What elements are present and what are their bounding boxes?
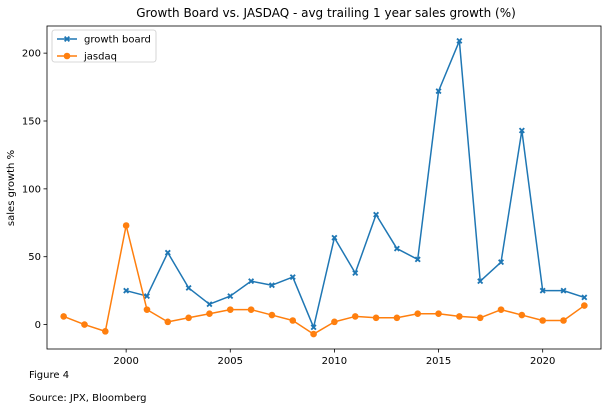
data-point <box>456 37 463 44</box>
y-tick-label: 200 <box>22 49 41 60</box>
data-point <box>164 318 172 326</box>
data-point <box>518 127 525 134</box>
y-axis-label: sales growth % <box>6 150 17 226</box>
data-point <box>226 306 234 313</box>
legend-item: growth board <box>57 35 151 46</box>
chart-title: Growth Board vs. JASDAQ - avg trailing 1… <box>136 6 516 20</box>
data-point <box>143 293 150 300</box>
x-tick-label: 2015 <box>426 356 451 367</box>
legend-marker <box>64 36 70 42</box>
data-point <box>518 311 526 319</box>
data-point <box>81 321 88 328</box>
data-point <box>393 314 401 322</box>
x-tick-label: 2010 <box>322 356 347 367</box>
source-label: Source: JPX, Bloomberg <box>29 393 147 404</box>
x-tick-label: 2000 <box>113 356 138 367</box>
data-point <box>435 88 442 95</box>
data-point <box>206 310 213 318</box>
data-point <box>185 284 192 291</box>
data-point <box>373 211 380 218</box>
data-point <box>143 306 151 313</box>
plot-area: 2000 2005 2010 2015 2020 0 50 100 150 200 <box>22 37 588 367</box>
y-tick-label: 50 <box>28 252 41 263</box>
data-point <box>372 314 380 322</box>
data-point <box>164 249 171 256</box>
data-point <box>581 294 588 301</box>
data-point <box>289 274 296 281</box>
data-point <box>393 245 400 252</box>
series-1 <box>123 37 588 331</box>
legend-box <box>51 29 157 63</box>
data-point <box>331 318 338 326</box>
y-tick-label: 150 <box>22 117 41 128</box>
series-2 <box>60 222 588 338</box>
data-point <box>414 256 421 263</box>
data-point <box>268 282 275 289</box>
data-point <box>435 310 442 318</box>
y-tick-label: 0 <box>35 320 41 331</box>
y-tick-label: 100 <box>22 184 41 195</box>
data-point <box>185 314 192 322</box>
plot-frame <box>46 25 602 350</box>
data-point <box>248 278 255 285</box>
data-point <box>456 313 463 320</box>
legend-label: growth board <box>84 35 151 46</box>
data-point <box>497 306 505 313</box>
x-tick-label: 2020 <box>530 356 555 367</box>
data-point <box>206 301 213 308</box>
data-point <box>351 313 359 320</box>
legend-item: jasdaq <box>57 52 117 63</box>
data-point <box>560 317 567 324</box>
data-point <box>539 287 546 294</box>
legend-marker <box>63 52 71 60</box>
data-point <box>122 222 130 229</box>
data-point <box>123 287 130 294</box>
data-point <box>476 314 484 322</box>
data-point <box>289 317 297 324</box>
legend-label: jasdaq <box>83 52 117 63</box>
x-tick-label: 2005 <box>218 356 243 367</box>
data-point <box>310 324 317 331</box>
data-point <box>227 293 234 300</box>
data-point <box>247 306 255 313</box>
data-point <box>310 330 317 338</box>
data-point <box>352 270 359 276</box>
data-point <box>268 311 276 319</box>
data-point <box>60 313 67 320</box>
data-point <box>414 310 422 318</box>
series-line <box>125 40 585 329</box>
data-point <box>498 259 505 266</box>
data-point <box>477 278 484 285</box>
series-line <box>63 224 585 335</box>
data-point <box>581 302 588 309</box>
legend: growth board jasdaq <box>51 29 157 63</box>
data-point <box>102 328 109 335</box>
data-point <box>331 234 338 241</box>
data-point <box>560 287 567 294</box>
data-point <box>539 317 546 324</box>
figure-label: Figure 4 <box>29 370 70 381</box>
